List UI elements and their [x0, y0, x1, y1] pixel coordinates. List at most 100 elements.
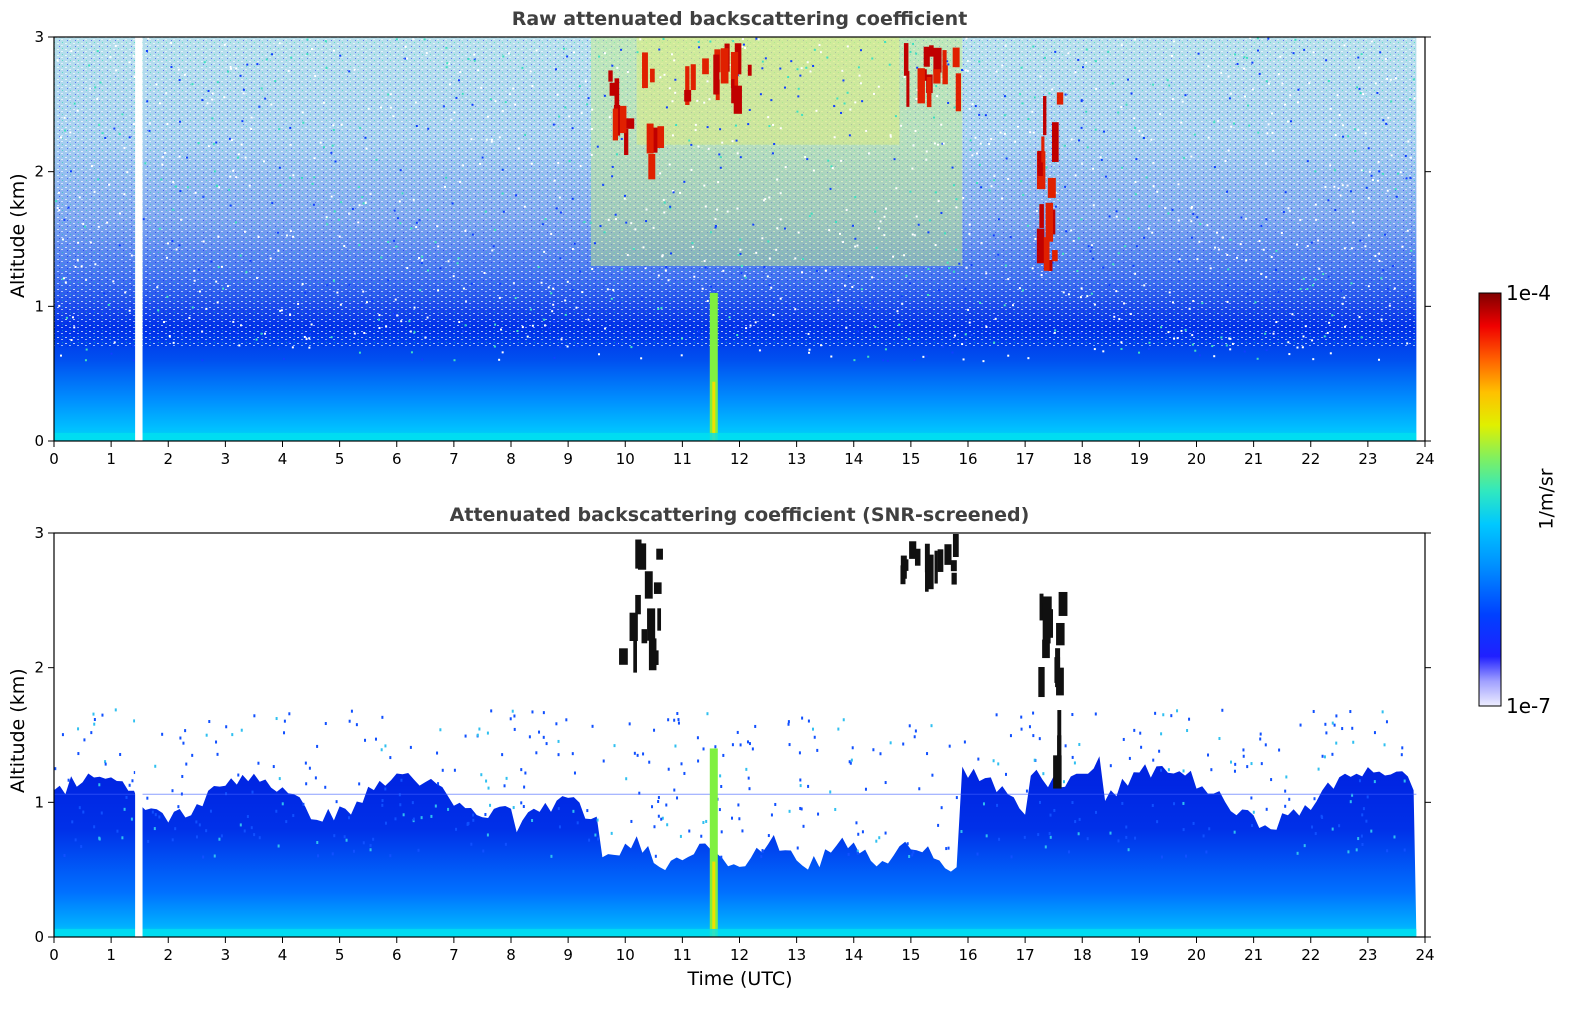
noise-speck [1130, 92, 1133, 95]
noise-speck [1196, 258, 1199, 261]
screened-speck [179, 736, 182, 740]
noise-speck [470, 138, 473, 141]
screened-speck [676, 796, 679, 800]
noise-speck [1388, 304, 1391, 307]
noise-speck [498, 296, 501, 299]
noise-speck [772, 314, 775, 317]
noise-speck [310, 48, 313, 51]
noise-speck [63, 116, 66, 119]
cloud-feature [914, 548, 921, 566]
screened-speck [246, 815, 249, 819]
noise-speck [1384, 233, 1387, 236]
screened-speck [1352, 740, 1355, 744]
noise-speck [180, 334, 183, 337]
noise-speck [292, 235, 295, 238]
noise-speck [1092, 257, 1095, 260]
noise-speck [1120, 348, 1123, 351]
screened-speck [314, 776, 317, 780]
screened-speck [1246, 765, 1249, 769]
noise-speck [1018, 287, 1021, 290]
noise-speck [1226, 284, 1229, 287]
noise-speck [1007, 177, 1010, 180]
noise-speck [529, 308, 532, 311]
noise-speck [531, 324, 534, 327]
screened-speck [1347, 850, 1350, 854]
noise-speck [132, 54, 135, 57]
noise-speck [697, 40, 700, 43]
noise-speck [358, 351, 361, 354]
noise-speck [410, 227, 413, 230]
noise-speck [783, 86, 786, 89]
noise-speck [779, 218, 782, 221]
noise-speck [262, 160, 265, 163]
noise-speck [985, 325, 988, 328]
screened-speck [250, 826, 253, 830]
noise-speck [857, 66, 860, 69]
noise-speck [1243, 95, 1246, 98]
noise-speck [773, 143, 776, 146]
noise-speck [1304, 325, 1307, 328]
screened-speck [625, 777, 628, 781]
noise-speck [784, 166, 787, 169]
screened-speck [748, 742, 751, 746]
cloud-feature [1041, 136, 1045, 163]
screened-speck [760, 855, 763, 859]
screened-speck [399, 803, 402, 807]
noise-speck [1314, 170, 1317, 173]
noise-speck [406, 267, 409, 270]
vertical-column-core [712, 381, 716, 441]
noise-speck [1381, 172, 1384, 175]
noise-speck [436, 225, 439, 228]
cloud-feature [1036, 228, 1045, 264]
screened-speck [1133, 728, 1136, 732]
screened-speck [1357, 837, 1360, 841]
screened-speck [657, 796, 660, 800]
noise-speck [1243, 56, 1246, 59]
noise-speck [1127, 217, 1130, 220]
noise-speck [118, 212, 121, 215]
noise-speck [418, 256, 421, 259]
noise-speck [1374, 82, 1377, 85]
noise-speck [132, 344, 135, 347]
noise-speck [564, 313, 567, 316]
screened-speck [947, 846, 950, 850]
x-tick-label: 10 [616, 946, 635, 964]
screened-speck [171, 838, 174, 842]
cloud-feature [923, 46, 930, 67]
noise-speck [707, 147, 710, 150]
noise-speck [1378, 252, 1381, 255]
cloud-feature [1039, 204, 1044, 228]
noise-speck [385, 325, 388, 328]
x-tick-label: 24 [1415, 450, 1434, 468]
noise-speck [514, 296, 517, 299]
noise-speck [502, 55, 505, 58]
screened-speck [317, 854, 320, 858]
noise-speck [663, 73, 666, 76]
noise-speck [1380, 277, 1383, 280]
noise-speck [614, 213, 617, 216]
screened-speck [1265, 807, 1268, 811]
noise-speck [98, 123, 101, 126]
noise-speck [389, 106, 392, 109]
screened-speck [565, 718, 568, 722]
screened-speck [381, 715, 384, 719]
x-tick-label: 14 [844, 946, 863, 964]
noise-speck [1031, 267, 1034, 270]
noise-speck [877, 227, 880, 230]
noise-speck [1007, 278, 1010, 281]
noise-speck [579, 164, 582, 167]
noise-speck [626, 254, 629, 257]
noise-speck [1312, 358, 1315, 361]
noise-speck [319, 141, 322, 144]
screened-speck [1250, 796, 1253, 800]
screened-speck [679, 834, 682, 838]
screened-speck [1218, 737, 1221, 741]
screened-speck [1365, 819, 1368, 823]
noise-speck [1085, 110, 1088, 113]
screened-speck [285, 820, 288, 824]
noise-speck [1390, 100, 1393, 103]
screened-speck [82, 810, 85, 814]
noise-speck [568, 160, 571, 163]
x-tick-label: 3 [221, 946, 231, 964]
screened-speck [761, 849, 764, 853]
